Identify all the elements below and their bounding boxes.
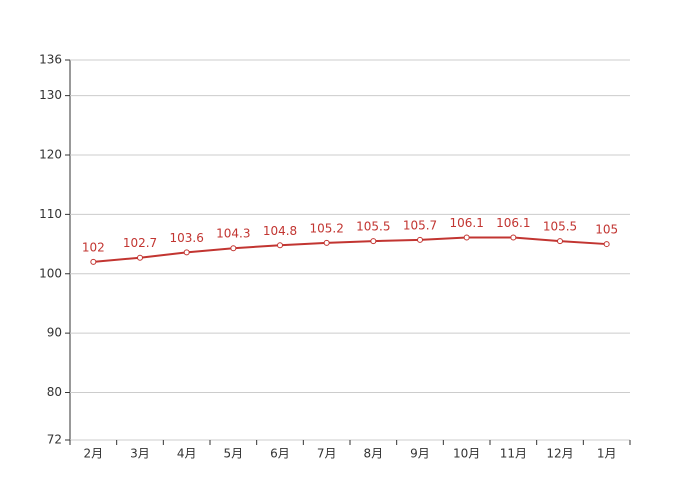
y-tick-label: 80 <box>47 385 62 399</box>
point <box>557 238 563 245</box>
x-tick-label: 2月 <box>84 447 104 461</box>
x-tick-label: 7月 <box>317 447 337 461</box>
data-label: 105.5 <box>543 220 577 234</box>
x-tick-label: 10月 <box>453 447 480 461</box>
data-label: 103.6 <box>169 231 203 245</box>
x-tick-label: 8月 <box>364 447 384 461</box>
x-tick-label: 5月 <box>224 447 244 461</box>
data-label: 102.7 <box>123 236 157 250</box>
data-label: 105.5 <box>356 220 390 234</box>
point <box>183 249 190 256</box>
data-label: 105.2 <box>309 221 343 235</box>
y-tick-label: 90 <box>47 326 62 340</box>
x-tick-label: 1月 <box>597 447 617 461</box>
point <box>323 239 330 246</box>
data-label: 104.3 <box>216 227 250 241</box>
x-tick-label: 6月 <box>270 447 290 461</box>
y-tick-label: 120 <box>39 148 62 162</box>
point <box>230 245 237 252</box>
data-label: 105 <box>595 223 618 237</box>
x-tick-label: 3月 <box>130 447 150 461</box>
point <box>603 241 610 248</box>
data-label: 106.1 <box>496 216 530 230</box>
y-tick-label: 130 <box>39 88 62 102</box>
point <box>137 254 143 261</box>
x-tick-label: 12月 <box>546 447 573 461</box>
y-tick-label: 136 <box>39 53 62 67</box>
point <box>277 242 283 249</box>
data-label: 105.7 <box>403 218 437 232</box>
data-label: 102 <box>82 240 105 254</box>
point <box>417 236 423 243</box>
y-tick-label: 72 <box>47 433 62 447</box>
point <box>463 234 470 241</box>
line <box>93 236 607 263</box>
point <box>90 258 97 265</box>
x-tick-label: 11月 <box>500 447 527 461</box>
x-tick-label: 4月 <box>177 447 197 461</box>
point <box>510 234 517 241</box>
data-label: 104.8 <box>263 224 297 238</box>
y-tick-label: 110 <box>39 207 62 221</box>
x-tick-label: 9月 <box>410 447 430 461</box>
data-label: 106.1 <box>449 216 483 230</box>
y-tick-label: 100 <box>39 266 62 280</box>
point <box>370 238 377 245</box>
